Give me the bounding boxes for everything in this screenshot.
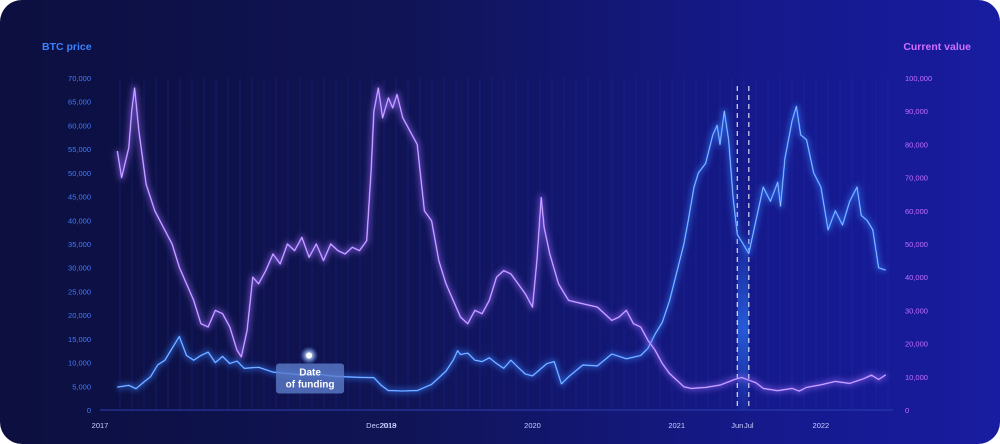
series-layer xyxy=(114,85,888,394)
right-tick-label: 100,000 xyxy=(905,74,932,83)
series-core-0 xyxy=(117,106,886,392)
left-tick-label: 40,000 xyxy=(68,216,91,225)
left-tick-label: 30,000 xyxy=(68,264,91,273)
left-tick-label: 60,000 xyxy=(68,121,91,130)
left-tick-label: 5,000 xyxy=(72,382,91,391)
x-tick-label: Dec2018 xyxy=(366,421,396,430)
right-tick-label: 80,000 xyxy=(905,140,928,149)
x-tick-label: 2017 xyxy=(92,421,109,430)
left-tick-label: 0 xyxy=(87,406,91,415)
left-tick-label: 35,000 xyxy=(68,240,91,249)
funding-label-line2: of funding xyxy=(286,379,335,390)
right-axis-title: Current value xyxy=(903,41,971,53)
funding-label-line1: Date xyxy=(299,367,321,378)
series-line-0 xyxy=(117,105,887,392)
left-tick-label: 55,000 xyxy=(68,145,91,154)
right-tick-label: 90,000 xyxy=(905,107,928,116)
right-tick-label: 70,000 xyxy=(905,174,928,183)
series-glow-0 xyxy=(116,104,887,394)
right-axis-ticks: 0 10,000 20,000 30,000 40,000 50,000 60,000 70,… xyxy=(905,74,932,415)
right-tick-label: 50,000 xyxy=(905,240,928,249)
highlight-band xyxy=(737,245,749,410)
series-line-1 xyxy=(116,87,887,392)
x-tick-label: Jul xyxy=(744,421,754,430)
right-tick-label: 20,000 xyxy=(905,340,928,349)
vertical-grid xyxy=(119,78,889,410)
series-glow-1 xyxy=(114,85,888,394)
left-tick-label: 70,000 xyxy=(68,74,91,83)
series-core-1 xyxy=(117,87,886,392)
left-axis-ticks: 0 5,000 10,000 15,000 20,000 25,000 30,000 35,0… xyxy=(68,74,91,415)
right-tick-label: 30,000 xyxy=(905,306,928,315)
right-tick-label: 0 xyxy=(905,406,909,415)
right-tick-label: 10,000 xyxy=(905,373,928,382)
right-tick-label: 60,000 xyxy=(905,207,928,216)
x-tick-label: 2020 xyxy=(524,421,541,430)
funding-annotation: Date of funding xyxy=(276,346,345,394)
left-tick-label: 10,000 xyxy=(68,359,91,368)
left-axis-title: BTC price xyxy=(42,41,92,53)
funding-label-box xyxy=(276,363,345,394)
left-tick-label: 25,000 xyxy=(68,287,91,296)
x-tick-label: 2022 xyxy=(813,421,830,430)
x-tick-label: 2019 xyxy=(380,421,397,430)
left-tick-label: 50,000 xyxy=(68,169,91,178)
left-tick-label: 45,000 xyxy=(68,193,91,202)
left-tick-label: 65,000 xyxy=(68,98,91,107)
right-tick-label: 40,000 xyxy=(905,273,928,282)
funding-dot xyxy=(306,352,313,359)
x-tick-label: Jun xyxy=(731,421,743,430)
x-tick-label: 2021 xyxy=(668,421,685,430)
left-tick-label: 15,000 xyxy=(68,335,91,344)
left-tick-label: 20,000 xyxy=(68,311,91,320)
